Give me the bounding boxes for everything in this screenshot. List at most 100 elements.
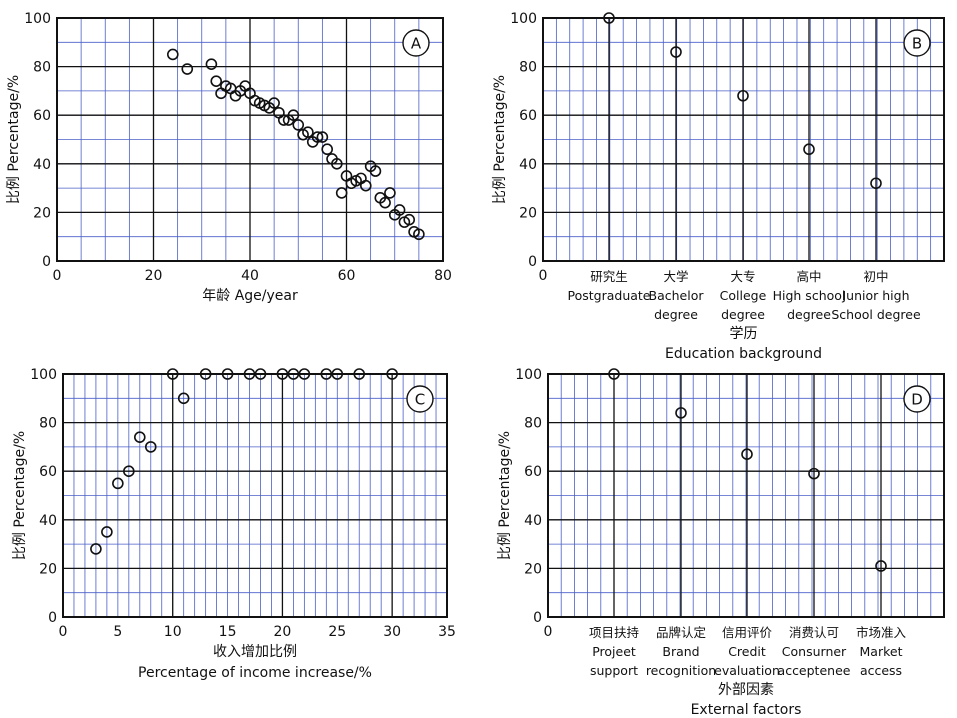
panel-badge (402, 29, 430, 57)
x-origin-label: 0 (544, 624, 553, 640)
data-point (287, 368, 300, 380)
x-axis-label-en: Education background (665, 346, 822, 362)
panel-badge (406, 385, 434, 413)
y-tick-label: 0 (42, 254, 51, 270)
y-tick-label: 60 (519, 108, 537, 124)
data-point (298, 368, 311, 380)
x-tick-label: 20 (274, 624, 292, 640)
data-point (359, 179, 372, 192)
y-tick-label: 40 (519, 157, 537, 173)
y-tick-label: 60 (524, 464, 542, 480)
y-axis-label: 比例 Percentage/% (12, 431, 28, 560)
category-label: 消费认可 (789, 625, 839, 640)
category-label: Projeet (592, 644, 636, 659)
y-tick-label: 40 (33, 157, 51, 173)
x-tick-label: 80 (434, 268, 452, 284)
data-point (808, 467, 820, 480)
category-label: Bachelor (649, 288, 705, 303)
x-axis-label: 年龄 Age/year (202, 288, 298, 304)
plot-frame (542, 17, 945, 262)
category-label: support (590, 663, 638, 678)
y-tick-label: 60 (33, 108, 51, 124)
data-point (675, 407, 687, 419)
data-point (321, 143, 334, 156)
x-tick-label: 0 (53, 268, 62, 284)
y-tick-label: 20 (33, 205, 51, 221)
data-point (803, 143, 815, 156)
data-point (316, 131, 329, 143)
data-point (331, 368, 344, 380)
plot-frame (56, 17, 444, 262)
category-label: 高中 (796, 269, 821, 284)
y-tick-label: 20 (519, 205, 537, 221)
panel-label: B (912, 35, 922, 53)
y-tick-label: 80 (519, 60, 537, 76)
x-origin-label: 0 (539, 268, 548, 284)
data-point (123, 465, 135, 478)
data-point (287, 109, 300, 121)
category-label: School degree (831, 307, 921, 322)
panel-a-chart: 0 20 40 60 80 100 0 20 40 60 80 年龄 Age/year 比例 Perce… (6, 11, 452, 304)
data-point (199, 368, 212, 380)
x-tick-label: 20 (145, 268, 163, 284)
data-point (331, 158, 343, 170)
data-point (181, 63, 194, 75)
category-label: 品牌认定 (656, 625, 706, 640)
data-point (167, 48, 179, 61)
x-tick-label: 30 (383, 624, 401, 640)
data-point (90, 543, 102, 555)
category-label: 大学 (663, 269, 688, 284)
data-point (144, 441, 157, 453)
x-tick-label: 40 (241, 268, 259, 284)
data-point (254, 368, 267, 380)
category-label: Consurner (782, 644, 847, 659)
category-label: Postgraduate (568, 288, 651, 303)
y-axis-label: 比例 Percentage/% (492, 75, 508, 204)
data-point (177, 392, 190, 405)
x-axis-label-en: External factors (691, 702, 802, 718)
data-point (292, 119, 305, 131)
category-label: degree (654, 307, 698, 322)
x-axis-label: 学历 (730, 326, 758, 342)
category-label: 项目扶持 (589, 625, 639, 640)
category-label: degree (787, 307, 831, 322)
data-point (112, 477, 124, 490)
x-tick-label: 15 (219, 624, 237, 640)
data-point (384, 187, 396, 199)
plot-frame (547, 373, 945, 618)
data-point (393, 204, 406, 216)
panel-badge (903, 385, 931, 413)
category-label: Brand (662, 644, 699, 659)
category-label: evaluation (714, 663, 780, 678)
category-label: Junior high (841, 288, 909, 303)
data-point (335, 187, 348, 199)
x-axis-label-en: Percentage of income increase/% (138, 665, 372, 681)
panel-badge (903, 29, 931, 57)
data-point (273, 106, 285, 119)
data-point (215, 87, 227, 100)
category-label: 研究生 (590, 269, 628, 284)
panel-b-chart: 0 20 40 60 80 100 0 研究生 Postgraduate 大学 Bachelor de… (492, 11, 945, 362)
data-point (277, 114, 290, 126)
x-tick-label: 5 (113, 624, 122, 640)
y-tick-label: 100 (515, 367, 542, 383)
data-point (386, 368, 398, 380)
y-tick-label: 60 (39, 464, 57, 480)
category-label: acceptenee (778, 663, 851, 678)
y-tick-label: 0 (48, 610, 57, 626)
data-point (369, 165, 382, 177)
category-label: degree (721, 307, 765, 322)
category-label: 初中 (863, 269, 888, 284)
y-tick-label: 0 (528, 254, 537, 270)
data-point (670, 46, 682, 58)
x-tick-label: 0 (59, 624, 68, 640)
y-axis-label: 比例 Percentage/% (497, 431, 513, 560)
x-tick-label: 35 (438, 624, 456, 640)
category-label: access (860, 663, 902, 678)
data-point (737, 89, 749, 102)
panel-label: D (911, 391, 923, 409)
data-point (608, 368, 620, 380)
data-point (276, 368, 289, 380)
data-point (268, 97, 280, 109)
y-tick-label: 100 (24, 11, 51, 27)
